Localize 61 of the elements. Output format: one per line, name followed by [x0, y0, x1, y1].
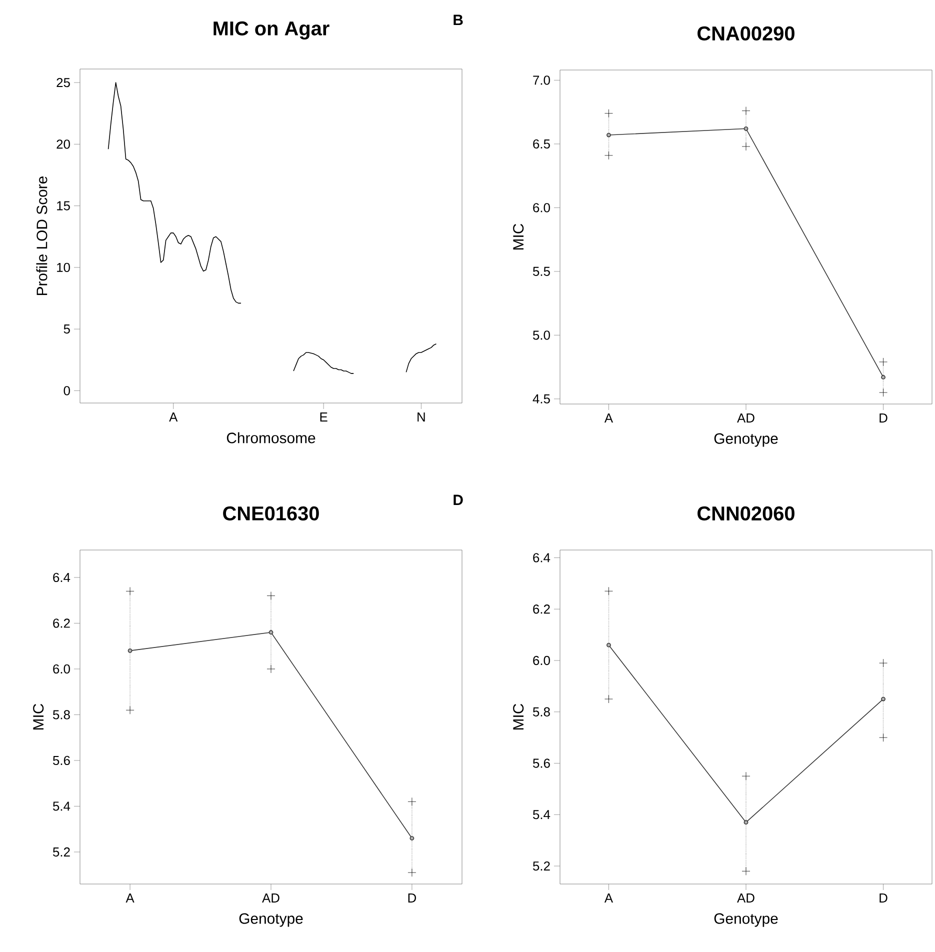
x-tick-label: AD: [262, 894, 280, 902]
y-tick-label: 7.0: [533, 76, 550, 85]
y-tick-label: 0: [64, 386, 70, 396]
x-tick-label: D: [880, 414, 888, 422]
y-tick-label: 5.4: [532, 810, 550, 820]
y-tick-label: 5.2: [532, 861, 550, 871]
x-tick-label: A: [169, 412, 178, 422]
x-axis-title: Genotype: [714, 433, 778, 447]
y-tick-label: 5.8: [532, 707, 550, 716]
point: [268, 630, 274, 635]
y-tick-label: 25: [56, 78, 70, 88]
y-axis-title: Profile LOD Score: [36, 176, 48, 296]
chart-title: MIC on Agar: [214, 21, 330, 40]
point: [410, 836, 414, 840]
y-tick-label: 5.6: [532, 758, 550, 768]
y-tick-label: 5.4: [52, 802, 70, 811]
chart-title: CNN02060: [698, 506, 794, 521]
y-tick-label: 6.0: [53, 664, 70, 674]
y-tick-label: 4.5: [532, 394, 550, 404]
point: [606, 642, 611, 648]
point: [606, 132, 611, 138]
y-tick-label: 5: [64, 324, 70, 334]
x-tick-label: AD: [737, 894, 754, 902]
point: [881, 375, 886, 380]
x-tick-label: D: [880, 894, 888, 902]
x-axis-title: Chromosome: [226, 432, 316, 444]
x-tick-label: N: [418, 412, 425, 422]
x-axis-title: Genotype: [239, 913, 303, 927]
y-tick-label: 6.4: [53, 572, 70, 582]
y-tick-label: 6.0: [533, 656, 550, 666]
x-tick-label: D: [408, 894, 416, 902]
point: [744, 820, 748, 825]
chart-title: CNE01630: [223, 506, 319, 521]
y-tick-label: 6.5: [533, 139, 550, 149]
x-tick-label: A: [604, 414, 614, 422]
y-tick-label: 5.0: [532, 330, 550, 340]
y-tick-label: 20: [56, 140, 70, 149]
x-tick-label: A: [604, 894, 614, 902]
x-axis-title: Genotype: [714, 913, 778, 927]
y-tick-label: 5.5: [532, 266, 550, 276]
y-tick-label: 15: [57, 201, 70, 210]
y-tick-label: 6.2: [533, 604, 550, 614]
y-axis-title: MIC: [33, 704, 44, 730]
point: [744, 126, 748, 131]
chart-title: CNA00290: [698, 26, 794, 41]
x-tick-label: A: [126, 894, 134, 902]
y-axis-title: MIC: [513, 224, 524, 250]
text: B: [454, 14, 463, 26]
y-tick-label: 10: [57, 262, 70, 272]
y-tick-label: 6.0: [533, 203, 550, 212]
y-tick-label: 6.2: [53, 618, 70, 628]
x-tick-label: AD: [737, 414, 754, 422]
y-axis-title: MIC: [513, 704, 524, 730]
y-tick-label: 5.2: [52, 847, 70, 857]
text: D: [454, 494, 463, 506]
y-tick-label: 5.8: [52, 710, 70, 720]
point: [128, 648, 132, 653]
point: [881, 696, 886, 702]
y-tick-label: 5.6: [52, 756, 70, 766]
x-tick-label: E: [320, 412, 328, 422]
y-tick-label: 6.4: [533, 553, 550, 562]
